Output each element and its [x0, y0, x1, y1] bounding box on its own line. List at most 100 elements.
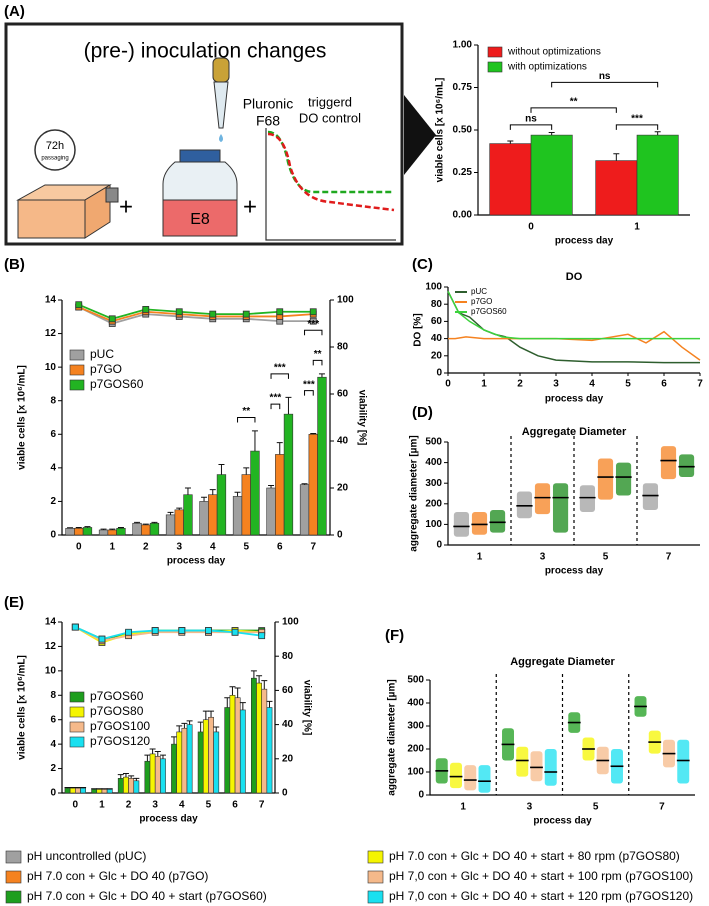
- bar: [106, 789, 113, 794]
- viability-marker: [276, 308, 284, 316]
- significance-bracket: [530, 107, 617, 113]
- mini-axis: [265, 128, 396, 241]
- error-bar: [276, 442, 283, 455]
- timer-icon: [34, 129, 76, 171]
- y-tick-label: 0.75: [453, 82, 473, 93]
- y-tick-label: 400: [425, 457, 442, 468]
- chart-title: DO: [566, 271, 583, 283]
- legend-label: p7GOS80: [90, 704, 144, 718]
- distribution: [534, 483, 551, 515]
- y-tick-label: 0: [50, 788, 56, 799]
- error-bar: [548, 132, 555, 136]
- bar: [75, 787, 81, 794]
- x-axis-label: process day: [533, 816, 592, 827]
- panel-label: (F): [385, 627, 404, 644]
- significance-bracket: [551, 81, 659, 88]
- bar: [141, 524, 151, 536]
- y2-tick-label: 40: [337, 436, 349, 447]
- bar: [283, 413, 294, 536]
- diagram-title: (pre-) inoculation changes: [84, 40, 327, 63]
- dropper: [213, 81, 229, 129]
- legend-label: p7GOS60: [90, 377, 144, 391]
- y-axis-label: aggregate diameter [µm]: [387, 679, 398, 795]
- y-axis-label: viable cells [x 10⁶/mL]: [17, 365, 28, 470]
- error-bar: [186, 720, 193, 725]
- x-tick-label: 3: [553, 379, 559, 390]
- distribution: [516, 491, 533, 519]
- error-bar: [176, 507, 183, 510]
- viability-marker: [125, 628, 132, 636]
- line: [447, 290, 700, 340]
- bar: [224, 707, 231, 794]
- error-bar: [239, 702, 246, 710]
- x-tick-label: 0: [528, 222, 534, 233]
- bar: [299, 484, 310, 536]
- y-axis-label: DO [%]: [413, 313, 424, 346]
- x-tick-label: 2: [143, 542, 149, 553]
- significance-bracket: [615, 124, 659, 130]
- bar: [98, 529, 109, 536]
- legend-swatch: [5, 890, 22, 904]
- viability-marker: [178, 627, 186, 634]
- panel-label: (E): [4, 594, 24, 611]
- y2-tick-label: 20: [282, 753, 294, 764]
- legend-label: pUC: [90, 347, 114, 361]
- y-tick-label: 0: [418, 790, 424, 801]
- legend-label: without optimizations: [507, 47, 601, 58]
- y2-tick-label: 0: [282, 788, 288, 799]
- x-axis-label: process day: [167, 556, 226, 567]
- y2-tick-label: 60: [337, 389, 349, 400]
- error-bar: [101, 788, 108, 790]
- y-tick-label: 0.00: [453, 210, 473, 221]
- bar: [250, 450, 260, 536]
- plus: +: [119, 193, 133, 220]
- viability-marker: [258, 632, 266, 640]
- bar: [636, 134, 679, 216]
- legend-label: p7GOS100: [90, 719, 150, 733]
- error-bar: [201, 496, 208, 502]
- significance-label: **: [314, 349, 322, 360]
- viability-marker: [142, 305, 150, 313]
- y-tick-label: 60: [431, 316, 443, 327]
- error-bar: [167, 511, 174, 515]
- x-tick-label: 6: [277, 542, 283, 553]
- error-bar: [144, 754, 151, 762]
- y2-tick-label: 100: [337, 295, 354, 306]
- bar: [208, 716, 214, 794]
- error-bar: [109, 528, 116, 530]
- bar: [82, 527, 93, 536]
- bar: [128, 778, 135, 794]
- viability-line: [78, 306, 314, 323]
- y-tick-label: 0: [436, 540, 442, 551]
- x-tick-label: 5: [206, 800, 212, 811]
- bar: [241, 474, 251, 536]
- error-bar: [184, 487, 191, 495]
- viability-marker: [309, 308, 317, 316]
- bar: [261, 688, 268, 794]
- legend-label: p7GOS60: [471, 307, 507, 316]
- bar: [64, 787, 71, 794]
- plus: +: [243, 193, 257, 220]
- legend-label: with optimizations: [507, 62, 587, 73]
- legend-swatch: [69, 721, 85, 733]
- control-label: triggerd: [308, 94, 352, 109]
- distribution: [530, 751, 543, 782]
- error-bar: [181, 722, 188, 729]
- bar: [266, 487, 276, 536]
- panel-label: (A): [4, 3, 25, 20]
- viability-marker: [151, 627, 159, 634]
- viability-marker: [242, 310, 250, 318]
- bar: [160, 758, 166, 794]
- bar: [202, 719, 209, 794]
- legend-label: p7GOS120: [90, 734, 150, 748]
- bar: [123, 776, 129, 794]
- y-tick-label: 14: [45, 617, 57, 628]
- x-tick-label: 6: [232, 800, 238, 811]
- bar: [251, 677, 257, 794]
- bar: [144, 760, 151, 794]
- bar: [530, 134, 573, 216]
- y2-tick-label: 80: [282, 651, 294, 662]
- bar: [165, 514, 176, 536]
- y-tick-label: 40: [431, 333, 443, 344]
